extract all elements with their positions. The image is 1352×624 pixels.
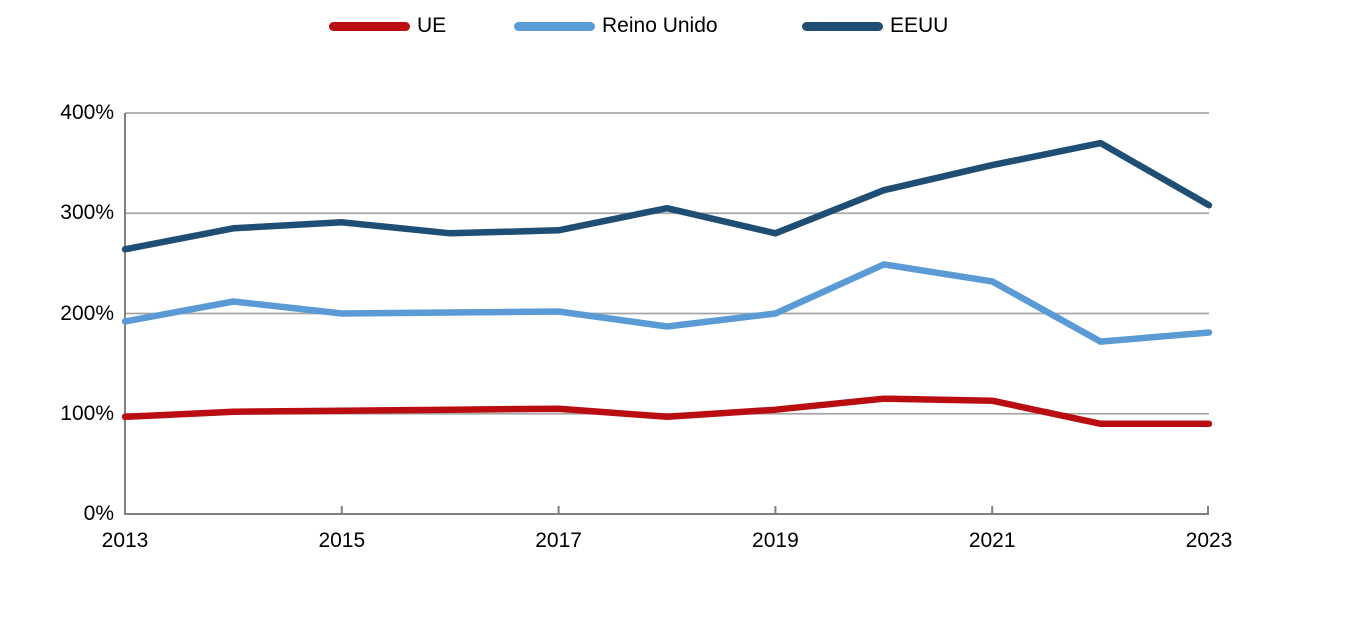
x-axis-label: 2013 <box>101 529 149 552</box>
legend-swatch-ue <box>329 21 410 31</box>
y-axis-label: 400% <box>60 101 114 124</box>
y-axis-label: 300% <box>60 201 114 225</box>
x-axis-label: 2017 <box>535 529 582 552</box>
x-axis-label: 2023 <box>1185 529 1233 552</box>
x-axis-label: 2015 <box>318 529 366 552</box>
legend-item-eeuu: EEUU <box>802 13 948 39</box>
legend-label-reino-unido: Reino Unido <box>602 14 718 37</box>
legend-label-eeuu: EEUU <box>890 14 949 37</box>
y-axis-label: 200% <box>60 301 114 325</box>
series-line-reino-unido <box>121 261 1213 345</box>
series-line-eeuu <box>121 139 1213 253</box>
x-axis-label: 2019 <box>752 529 799 552</box>
legend-swatch-reino-unido <box>514 21 595 31</box>
legend-swatch-eeuu <box>802 21 883 31</box>
legend-item-ue: UE <box>329 13 446 39</box>
y-axis-label: 0% <box>83 502 114 525</box>
series-line-ue <box>121 395 1213 428</box>
y-axis-label: 100% <box>60 401 114 425</box>
legend-item-reino-unido: Reino Unido <box>514 13 718 39</box>
x-axis-label: 2021 <box>968 529 1016 552</box>
legend-label-ue: UE <box>417 14 447 37</box>
